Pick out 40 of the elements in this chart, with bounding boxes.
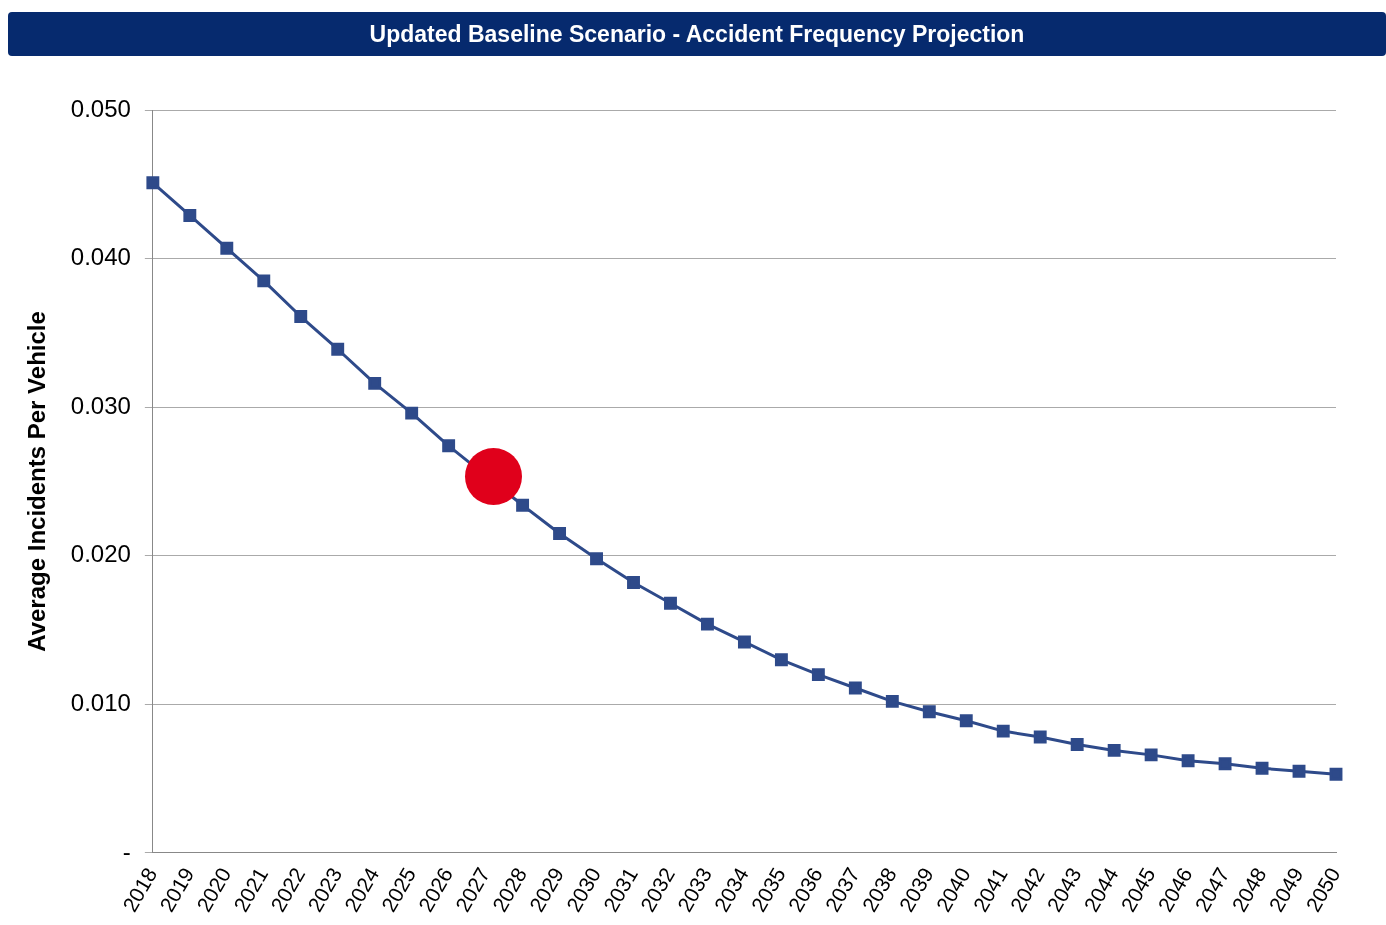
point <box>922 705 936 719</box>
point <box>1329 767 1343 781</box>
point <box>146 176 160 190</box>
point <box>405 406 419 420</box>
point <box>959 714 973 728</box>
y-tick-label: 0.020 <box>70 540 131 568</box>
point <box>442 439 456 453</box>
y-tick-label: 0.040 <box>70 243 131 271</box>
point <box>774 653 788 667</box>
point <box>590 552 603 566</box>
point <box>183 209 197 222</box>
y-axis-title: Average Incidents Per Vehicle <box>23 311 51 652</box>
point <box>737 635 751 649</box>
point <box>1070 738 1084 751</box>
chart-title: Updated Baseline Scenario - Accident Frequency Projection <box>8 12 1386 56</box>
point <box>664 596 677 610</box>
point <box>996 724 1010 738</box>
point <box>368 376 382 390</box>
point <box>627 576 640 589</box>
point <box>220 241 234 255</box>
point <box>331 342 345 356</box>
point <box>848 681 862 695</box>
y-tick-label: 0.030 <box>70 391 131 419</box>
point <box>1107 743 1121 757</box>
point <box>1144 748 1158 762</box>
y-tick-label: 0.010 <box>70 688 131 716</box>
y-tick-label: 0.050 <box>70 94 131 122</box>
point <box>1255 761 1269 775</box>
point <box>811 668 825 682</box>
point <box>1181 754 1195 768</box>
point <box>516 498 530 512</box>
point <box>294 310 308 323</box>
point <box>885 694 899 708</box>
point <box>1218 757 1232 771</box>
point <box>1033 730 1047 744</box>
point <box>553 527 567 540</box>
point <box>1292 764 1306 778</box>
point <box>257 274 271 288</box>
point <box>701 617 714 631</box>
y-tick-label: - <box>122 837 131 865</box>
